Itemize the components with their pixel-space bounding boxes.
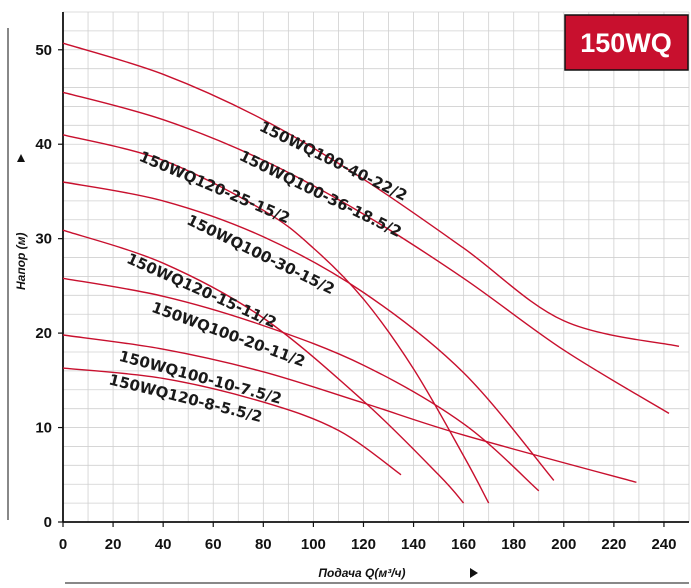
x-tick-label: 100	[301, 536, 326, 553]
x-axis-title: Подача Q(м³/ч)	[318, 566, 405, 580]
x-tick-label: 80	[255, 536, 272, 553]
x-tick-label: 60	[205, 536, 222, 553]
y-tick-label: 50	[35, 42, 52, 59]
x-tick-label: 40	[155, 536, 172, 553]
x-arrow-icon	[470, 568, 478, 578]
y-tick-label: 10	[35, 420, 52, 437]
y-tick-label: 0	[44, 514, 52, 531]
title-badge: 150WQ	[564, 14, 689, 71]
x-tick-label: 160	[451, 536, 476, 553]
pump-curve-line	[62, 367, 402, 476]
x-tick-label: 220	[601, 536, 626, 553]
pump-curve-line	[62, 334, 637, 483]
pump-curve-line	[62, 181, 555, 481]
x-tick-label: 240	[651, 536, 676, 553]
axis-ticks: 0 20 40 60 80 100 120 140 160 180 200 220 240 0 10 20 30…	[35, 42, 676, 553]
pump-curve-line	[62, 229, 465, 504]
pump-curve-line	[62, 277, 540, 492]
y-tick-label: 30	[35, 231, 52, 248]
curve-label-group: 150WQ100-40-22/2150WQ100-36-18.5/2150WQ1…	[107, 117, 410, 426]
pump-curve-line	[62, 42, 680, 347]
chart-title: 150WQ	[580, 28, 672, 58]
pump-curve-line	[62, 91, 670, 414]
x-tick-label: 20	[105, 536, 122, 553]
x-tick-label: 180	[501, 536, 526, 553]
y-tick-label: 40	[35, 136, 52, 153]
x-tick-label: 200	[551, 536, 576, 553]
x-tick-label: 140	[401, 536, 426, 553]
chart-grid	[63, 11, 690, 522]
y-tick-label: 20	[35, 325, 52, 342]
x-tick-label: 120	[351, 536, 376, 553]
title-badge-box	[564, 14, 689, 71]
curve-group	[62, 42, 680, 504]
y-axis-title: Напор (м)	[14, 232, 28, 290]
pump-curve-line	[62, 134, 490, 504]
y-arrow-icon	[17, 154, 25, 162]
x-tick-label: 0	[59, 536, 67, 553]
